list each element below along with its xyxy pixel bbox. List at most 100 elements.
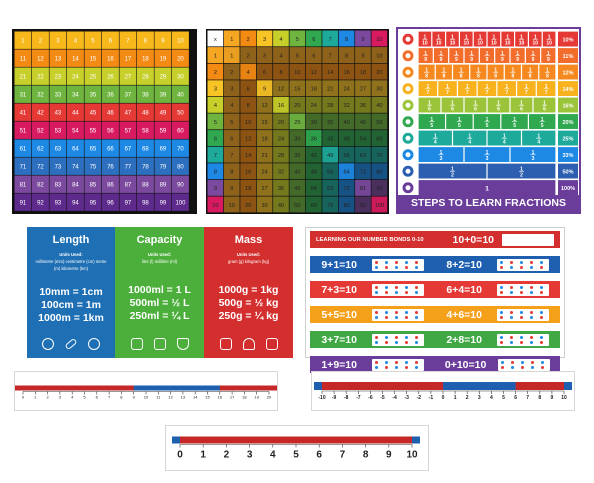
number-bond-equation: 1+9=10 <box>321 358 357 371</box>
ten-frame <box>496 333 549 346</box>
fraction-percent: 14% <box>562 87 573 93</box>
number-line-end-cap <box>564 382 572 390</box>
fraction-denominator: 8 <box>442 73 445 79</box>
hundred-cell <box>154 157 172 175</box>
multiplication-cell <box>338 113 355 130</box>
fraction-numerator: 1 <box>529 67 532 73</box>
multiplication-cell-number: 12 <box>311 70 317 76</box>
multiplication-cell-number: 12 <box>245 136 251 142</box>
hundred-cell-number: 75 <box>90 165 97 171</box>
hundred-cell-number: 61 <box>20 147 27 153</box>
hundred-cell <box>119 139 137 157</box>
multiplication-cell-number: 2 <box>247 53 250 59</box>
hundred-cell <box>172 193 189 211</box>
ten-frame-dot <box>529 285 533 289</box>
ten-frame-dot <box>529 310 533 314</box>
ten-frame-dot <box>404 360 408 364</box>
ten-frame <box>496 308 549 321</box>
multiplication-cell-number: 72 <box>343 186 349 192</box>
fraction-denominator: 6 <box>428 106 431 112</box>
multiplication-cell <box>240 96 256 113</box>
fraction-denominator: 9 <box>516 57 519 63</box>
hundred-cell <box>119 31 137 49</box>
hundred-cell-number: 14 <box>72 57 79 63</box>
multiplication-cell-number: 24 <box>343 87 349 93</box>
measuring-tape-roll-icon <box>87 338 100 350</box>
fraction-numerator: 1 <box>543 100 546 106</box>
length-column: Length Units Used: millimetre (mm) centi… <box>27 227 115 358</box>
hundred-cell <box>32 193 49 211</box>
hundred-cell-number: 73 <box>55 165 62 171</box>
fraction-numerator: 1 <box>545 84 548 90</box>
hundred-cell <box>102 139 119 157</box>
multiplication-cell-number: 16 <box>278 103 284 109</box>
hundred-cell <box>14 139 32 157</box>
multiplication-cell-number: 6 <box>214 136 217 142</box>
multiplication-cell <box>322 113 338 130</box>
multiplication-cell <box>371 63 388 80</box>
multiplication-cell <box>223 80 240 97</box>
multiplication-cell <box>305 113 322 130</box>
mass-column: Mass Units Used: gram (g) kilogram (kg) … <box>204 227 293 358</box>
multiplication-cell <box>207 113 224 130</box>
fraction-percent: 11% <box>563 54 574 60</box>
multiplication-cell-number: 35 <box>327 120 333 126</box>
number-bonds-title: LEARNING OUR NUMBER BONDS 0-10 <box>316 236 424 243</box>
hundred-cell <box>119 157 137 175</box>
hundred-cell-number: 18 <box>142 57 149 63</box>
fraction-denominator: 10 <box>436 40 442 46</box>
multiplication-cell <box>207 63 224 80</box>
multiplication-cell-number: 14 <box>245 153 251 159</box>
multiplication-cell-number: 56 <box>327 170 333 176</box>
ten-frame-dot <box>384 265 388 269</box>
multiplication-cell-number: 24 <box>311 103 317 109</box>
hundred-cell <box>49 121 67 139</box>
ten-frame-dot <box>414 335 418 339</box>
number-line-tick-label: 1 <box>34 395 37 400</box>
multiplication-cell <box>338 179 355 196</box>
fraction-denominator: 7 <box>525 90 528 96</box>
number-line-tick-label: 3 <box>247 450 253 461</box>
multiplication-cell <box>355 146 371 163</box>
hundred-cell <box>67 139 84 157</box>
hundred-cell-number: 96 <box>107 201 114 207</box>
multiplication-cell <box>273 30 289 47</box>
multiplication-cell-number: 10 <box>294 70 300 76</box>
number-line-tick-label: 4 <box>71 395 74 400</box>
hundred-cell <box>154 31 172 49</box>
fraction-denominator: 6 <box>451 106 454 112</box>
number-line-tick-label: -5 <box>380 395 385 401</box>
hundred-cell <box>67 193 84 211</box>
multiplication-cell-number: 36 <box>360 103 366 109</box>
ten-frame-dot <box>499 315 503 319</box>
multiplication-cell-number: 2 <box>230 70 233 76</box>
fraction-denominator: 4 <box>468 139 471 145</box>
multiplication-cell-number: 8 <box>279 70 282 76</box>
fraction-numerator: 1 <box>466 84 469 90</box>
hundred-cell-number: 26 <box>107 75 114 81</box>
fraction-denominator: 10 <box>491 40 497 46</box>
hundred-cell <box>119 175 137 193</box>
multiplication-cell <box>322 196 338 213</box>
multiplication-cell <box>273 80 289 97</box>
hundred-cell-number: 65 <box>90 147 97 153</box>
fraction-denominator: 2 <box>451 172 454 178</box>
multiplication-cell-number: 8 <box>230 170 233 176</box>
multiplication-cell <box>207 130 224 146</box>
hundred-cell <box>67 85 84 103</box>
multiplication-cell <box>371 196 388 213</box>
multiplication-cell <box>305 47 322 63</box>
multiplication-cell <box>305 130 322 146</box>
multiplication-cell-number: 12 <box>278 87 284 93</box>
multiplication-cell <box>240 113 256 130</box>
number-bond-pair: 4+6=10 <box>435 308 560 321</box>
fraction-numerator: 1 <box>501 51 504 57</box>
ten-frame-dot <box>394 265 398 269</box>
hundred-cell-number: 9 <box>161 39 165 45</box>
multiplication-cell <box>305 163 322 180</box>
number-line-neg10-10: -10 -9 -8 -7 -6 -5 -4 -3 -2 -1 0 1 2 3 4 5 6 7 8 9 10 <box>314 382 572 401</box>
fraction-numerator: 1 <box>451 34 454 40</box>
hundred-cell <box>67 67 84 85</box>
fraction-pie-center <box>405 185 411 191</box>
number-line-tick-label: -9 <box>332 395 337 401</box>
